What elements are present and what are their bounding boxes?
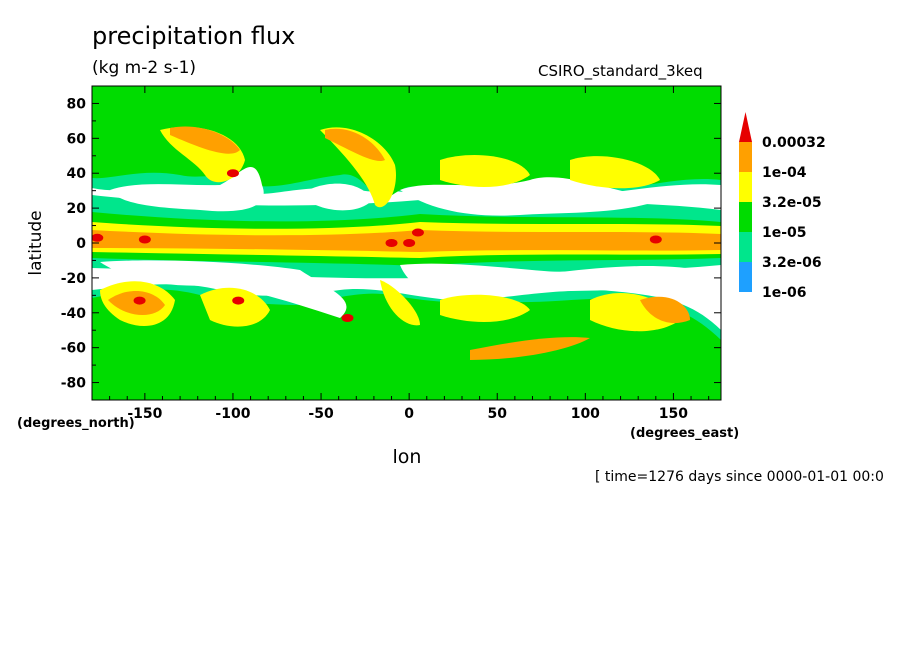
y-tick-label-1: 60 xyxy=(67,131,87,147)
legend-label-3: 1e-05 xyxy=(762,225,807,241)
x-tick-label-3: 0 xyxy=(404,406,414,422)
y-tick-label-0: 80 xyxy=(67,96,87,112)
contour-field xyxy=(92,86,721,400)
contour-na-orange xyxy=(325,128,385,161)
x-tick-label-0: -150 xyxy=(127,406,162,422)
model-name: CSIRO_standard_3keq xyxy=(538,62,703,80)
x-tick-label-4: 50 xyxy=(487,406,507,422)
legend-label-2: 3.2e-05 xyxy=(762,195,822,211)
dry-zone-na xyxy=(110,166,264,212)
y-axis-units: (degrees_north) xyxy=(17,416,135,431)
chart-title: precipitation flux xyxy=(92,22,296,50)
extreme-cell-5 xyxy=(649,235,662,244)
legend-swatch-32e06-1e05 xyxy=(739,232,752,262)
extreme-cell-4 xyxy=(411,228,424,237)
extreme-cell-7 xyxy=(232,296,245,305)
contour-asia-yellow xyxy=(440,155,530,187)
dry-zone-atlantic xyxy=(300,183,372,211)
extreme-cell-6 xyxy=(133,296,146,305)
y-tick-label-2: 40 xyxy=(67,166,87,182)
legend-swatch-1e06-32e06 xyxy=(739,262,752,292)
chart-units: (kg m-2 s-1) xyxy=(92,58,197,78)
contour-na-storm-yellow xyxy=(320,127,396,208)
y-tick-label-6: -40 xyxy=(61,306,87,322)
y-tick-label-8: -80 xyxy=(61,376,87,392)
dry-zone-asia xyxy=(400,177,660,216)
x-axis-label: lon xyxy=(392,446,422,468)
dry-zone-sp xyxy=(100,260,347,318)
legend-swatch-32e05-1e04 xyxy=(739,172,752,202)
extreme-cell-0 xyxy=(92,233,104,242)
legend-label-1: 1e-04 xyxy=(762,165,807,181)
contour-aus-orange xyxy=(640,296,690,324)
x-tick-label-6: 150 xyxy=(659,406,688,422)
dry-zone-io xyxy=(400,263,700,300)
contour-sp2-yellow xyxy=(200,287,270,327)
color-legend: 0.00032 1e-04 3.2e-05 1e-05 3.2e-06 1e-0… xyxy=(739,112,826,301)
extreme-cell-3 xyxy=(403,239,416,247)
y-axis: 80 60 40 20 0 -20 -40 -60 -80 xyxy=(61,85,721,401)
contour-pacific-yellow xyxy=(570,156,660,189)
legend-swatch-1e04-32e04 xyxy=(739,142,752,172)
extreme-cell-9 xyxy=(226,169,239,178)
contour-si-yellow xyxy=(440,294,530,322)
extreme-cell-8 xyxy=(341,314,354,323)
y-tick-label-3: 20 xyxy=(67,201,87,217)
contour-sa-yellow xyxy=(380,280,420,326)
legend-swatch-1e05-32e05 xyxy=(739,202,752,232)
x-tick-label-5: 100 xyxy=(571,406,600,422)
contour-np-orange xyxy=(170,126,240,154)
y-tick-label-5: -20 xyxy=(61,271,87,287)
time-stamp: [ time=1276 days since 0000-01-01 00:0 xyxy=(595,469,884,485)
legend-arrow-top xyxy=(739,112,752,142)
y-tick-label-4: 0 xyxy=(76,236,86,252)
legend-label-4: 3.2e-06 xyxy=(762,255,822,271)
x-axis-units: (degrees_east) xyxy=(630,426,740,441)
extreme-cell-2 xyxy=(385,239,398,247)
x-tick-label-2: -50 xyxy=(308,406,334,422)
extreme-cells xyxy=(92,169,662,323)
contour-so-orange xyxy=(470,337,590,360)
extreme-cell-1 xyxy=(138,235,151,244)
y-tick-label-7: -60 xyxy=(61,341,87,357)
legend-label-5: 1e-06 xyxy=(762,285,807,301)
legend-label-0: 0.00032 xyxy=(762,135,826,151)
x-axis: -150 -100 -50 0 50 100 150 xyxy=(109,86,710,422)
x-tick-label-1: -100 xyxy=(215,406,250,422)
